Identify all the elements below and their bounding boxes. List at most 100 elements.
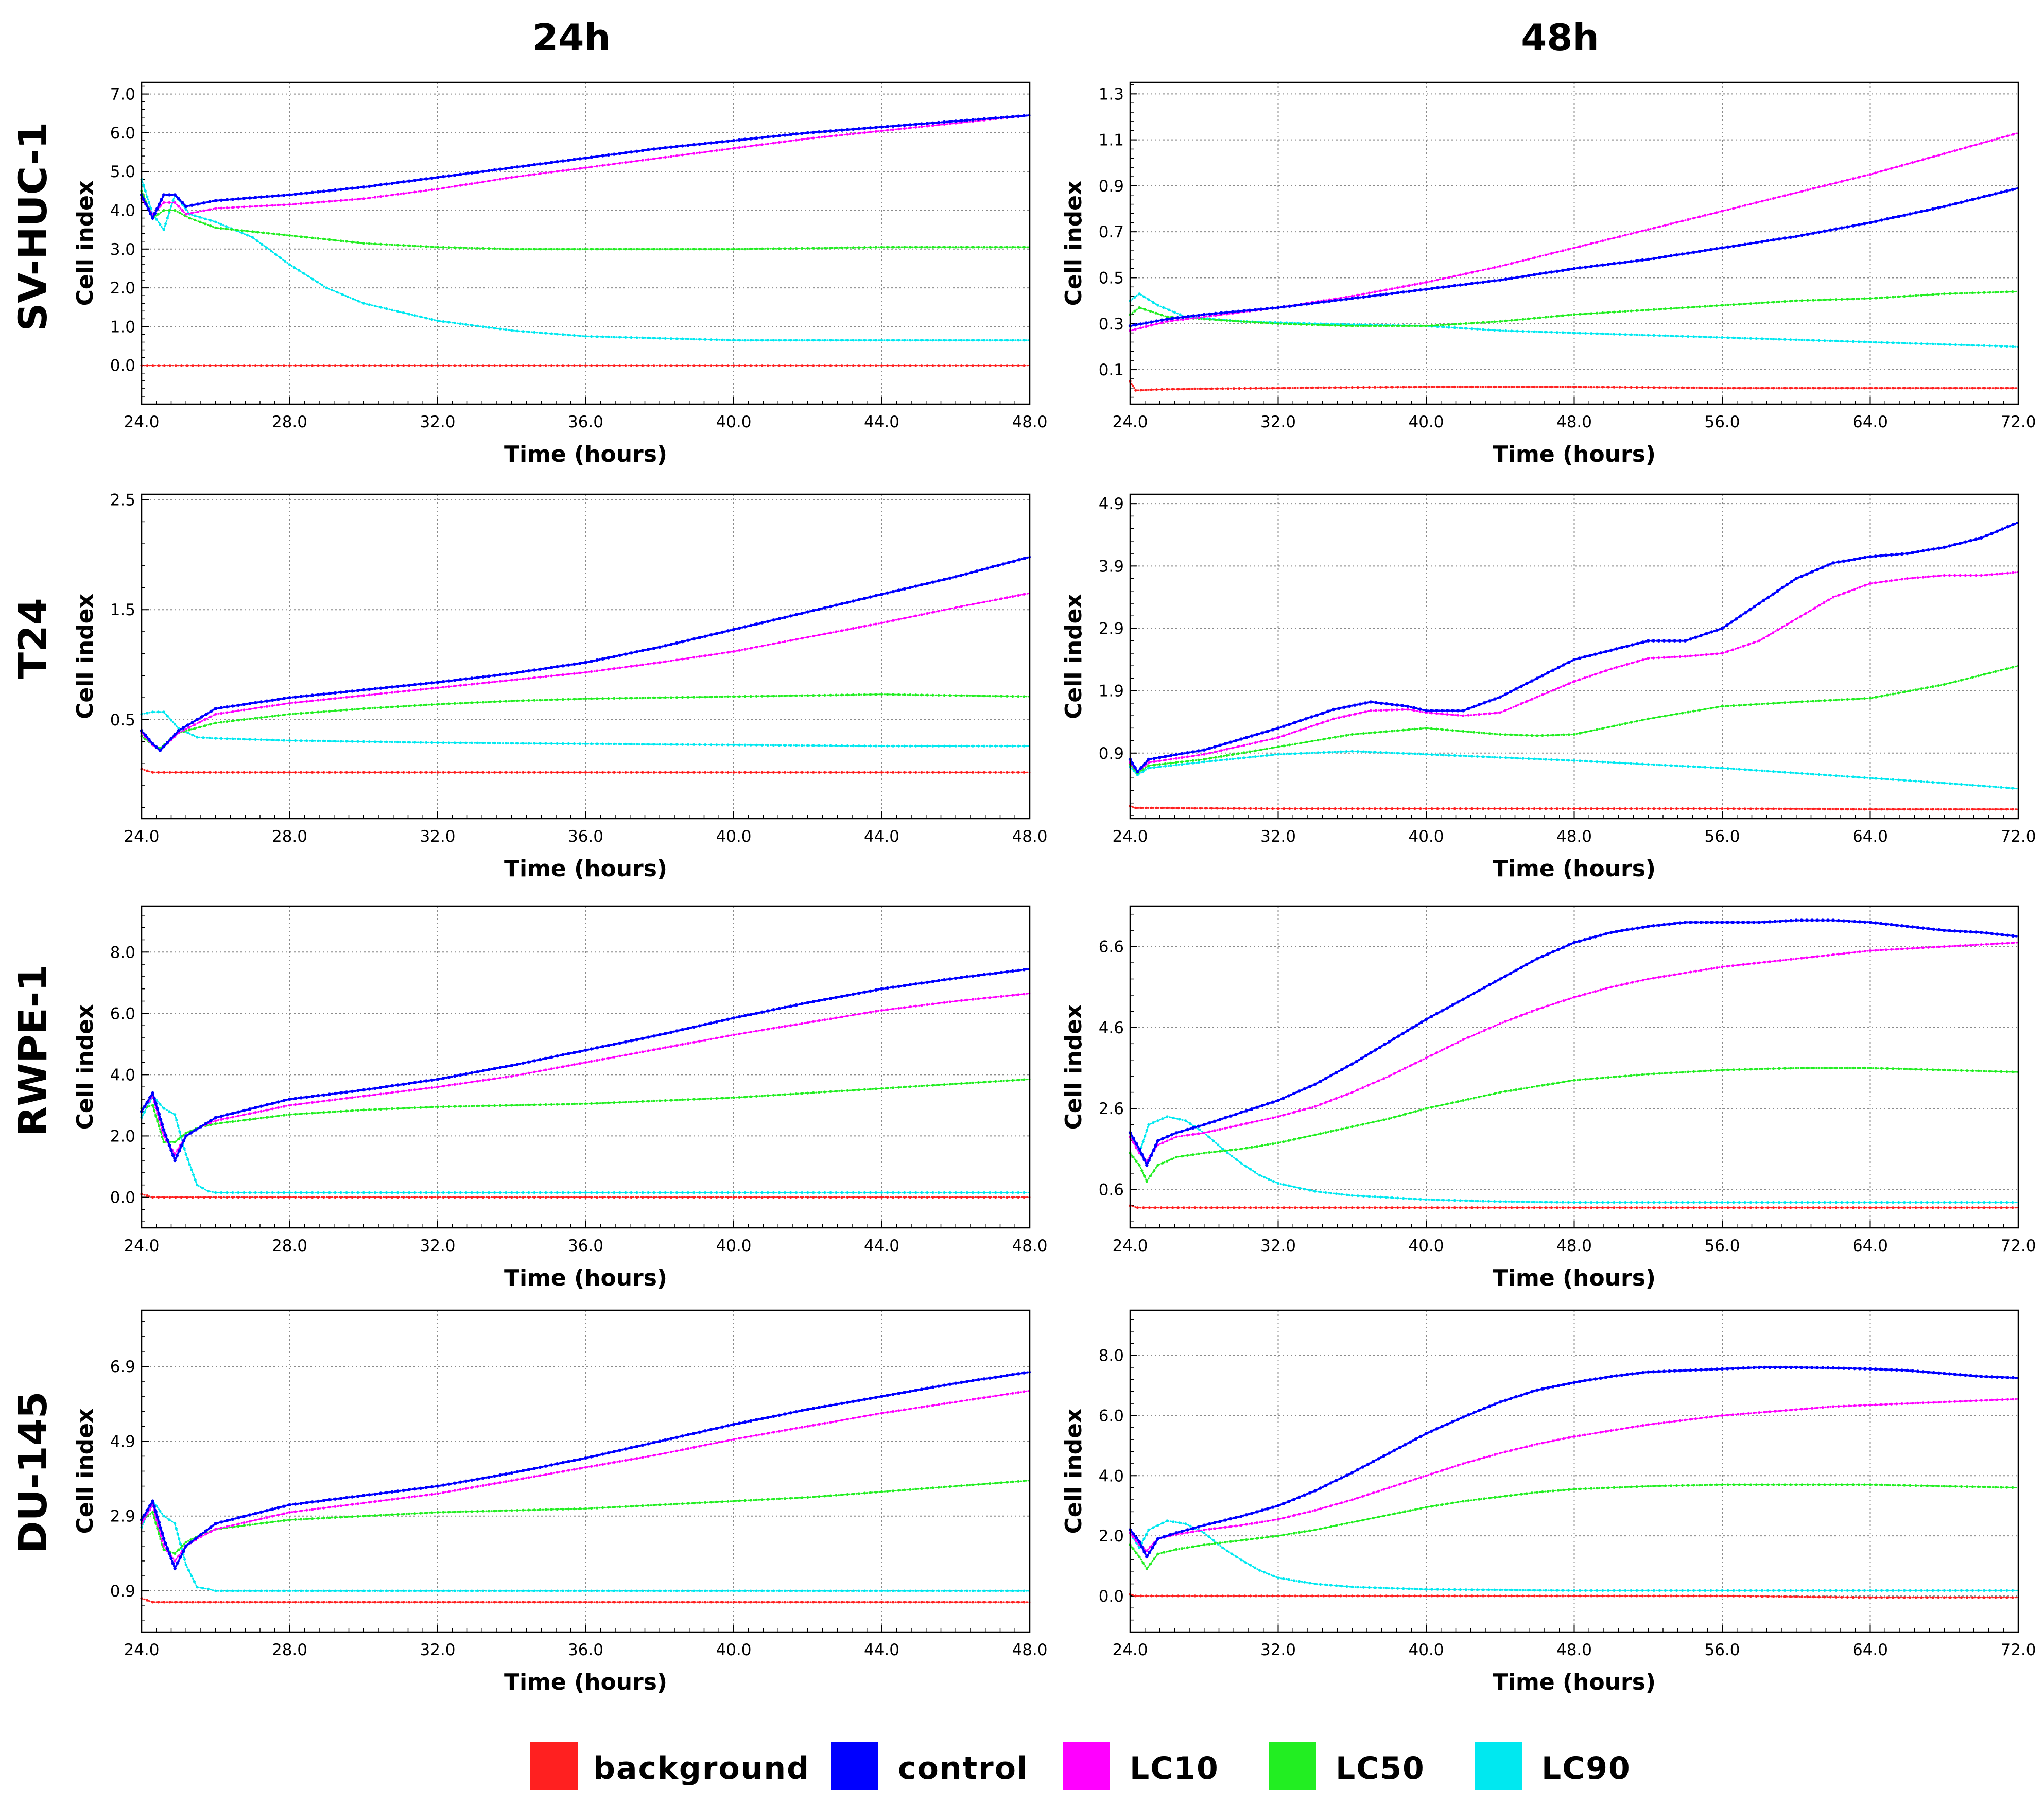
data-marker	[220, 771, 223, 774]
data-marker	[1133, 766, 1137, 770]
data-marker	[755, 1191, 758, 1194]
data-marker	[1430, 709, 1433, 713]
data-marker	[271, 364, 274, 367]
data-marker	[1461, 709, 1465, 713]
data-marker	[1567, 385, 1570, 389]
data-marker	[755, 743, 758, 747]
data-marker	[669, 145, 673, 149]
data-marker	[1675, 807, 1678, 810]
data-marker	[1158, 756, 1162, 759]
data-marker	[413, 1081, 417, 1084]
data-marker	[226, 364, 229, 367]
data-marker	[265, 1108, 268, 1112]
data-marker	[341, 293, 344, 296]
data-marker	[1487, 321, 1491, 324]
data-marker	[1721, 336, 1724, 339]
data-marker	[1892, 692, 1895, 696]
data-marker	[874, 1087, 877, 1090]
data-marker	[1771, 592, 1775, 596]
data-marker	[954, 1195, 957, 1199]
data-marker	[1339, 807, 1342, 810]
data-marker	[948, 1191, 951, 1194]
data-marker	[1897, 691, 1900, 695]
data-marker	[476, 675, 479, 680]
data-marker	[1413, 752, 1416, 755]
data-marker	[1214, 750, 1217, 753]
data-marker	[237, 709, 240, 713]
data-marker	[880, 1087, 884, 1090]
data-marker	[675, 154, 678, 158]
data-marker	[311, 699, 314, 702]
data-marker	[812, 1091, 815, 1094]
data-marker	[1504, 756, 1508, 759]
data-marker	[1555, 269, 1559, 273]
data-marker	[1931, 1206, 1934, 1209]
data-marker	[1213, 745, 1217, 749]
data-marker	[476, 1080, 479, 1083]
data-marker	[1840, 298, 1843, 301]
data-marker	[1379, 324, 1382, 327]
data-marker	[846, 1089, 849, 1092]
data-marker	[2006, 134, 2010, 137]
data-marker	[664, 337, 667, 340]
data-marker	[749, 1030, 752, 1034]
data-marker	[886, 1191, 889, 1194]
data-marker	[362, 694, 365, 697]
data-marker	[1544, 253, 1547, 256]
data-marker	[783, 744, 787, 747]
data-marker	[1840, 226, 1844, 230]
data-marker	[635, 160, 638, 163]
data-marker	[669, 643, 673, 646]
data-marker	[1476, 281, 1479, 285]
data-marker	[300, 364, 303, 367]
data-marker	[278, 233, 281, 236]
data-marker	[317, 710, 320, 714]
data-marker	[1470, 755, 1474, 758]
data-marker	[857, 991, 861, 995]
data-marker	[350, 1089, 354, 1094]
data-marker	[681, 1043, 684, 1046]
data-marker	[1385, 1206, 1388, 1209]
data-marker	[194, 1178, 197, 1182]
data-marker	[789, 247, 792, 250]
data-marker	[812, 771, 815, 774]
data-marker	[732, 628, 736, 631]
data-marker	[362, 1108, 365, 1112]
data-marker	[1829, 183, 1832, 186]
data-marker	[248, 1112, 251, 1115]
data-marker	[1353, 323, 1356, 326]
data-marker	[658, 743, 661, 746]
data-marker	[1681, 219, 1684, 222]
data-marker	[288, 1113, 291, 1116]
data-marker	[823, 1090, 826, 1094]
data-marker	[613, 248, 616, 251]
data-marker	[1207, 747, 1211, 750]
data-marker	[732, 138, 736, 143]
data-marker	[1322, 738, 1325, 741]
data-marker	[527, 669, 531, 673]
data-marker	[143, 1105, 146, 1109]
data-marker	[2011, 345, 2014, 348]
data-marker	[647, 248, 650, 251]
data-marker	[766, 247, 769, 250]
data-marker	[385, 243, 388, 246]
data-marker	[225, 198, 229, 202]
data-marker	[1601, 727, 1604, 730]
data-marker	[168, 1195, 171, 1199]
data-marker	[533, 1070, 536, 1073]
data-marker	[1704, 707, 1707, 711]
data-marker	[1823, 298, 1826, 302]
data-marker	[1260, 1206, 1263, 1209]
data-marker	[1248, 308, 1252, 312]
data-marker	[1521, 274, 1525, 279]
data-marker	[1519, 684, 1523, 688]
data-marker	[305, 700, 308, 703]
data-marker	[1459, 273, 1462, 276]
data-marker	[1550, 315, 1553, 318]
data-marker	[1197, 761, 1200, 764]
data-marker	[629, 1039, 633, 1043]
data-marker	[801, 339, 804, 342]
data-marker	[2001, 572, 2004, 575]
data-marker	[692, 152, 696, 155]
data-marker	[852, 1089, 855, 1092]
